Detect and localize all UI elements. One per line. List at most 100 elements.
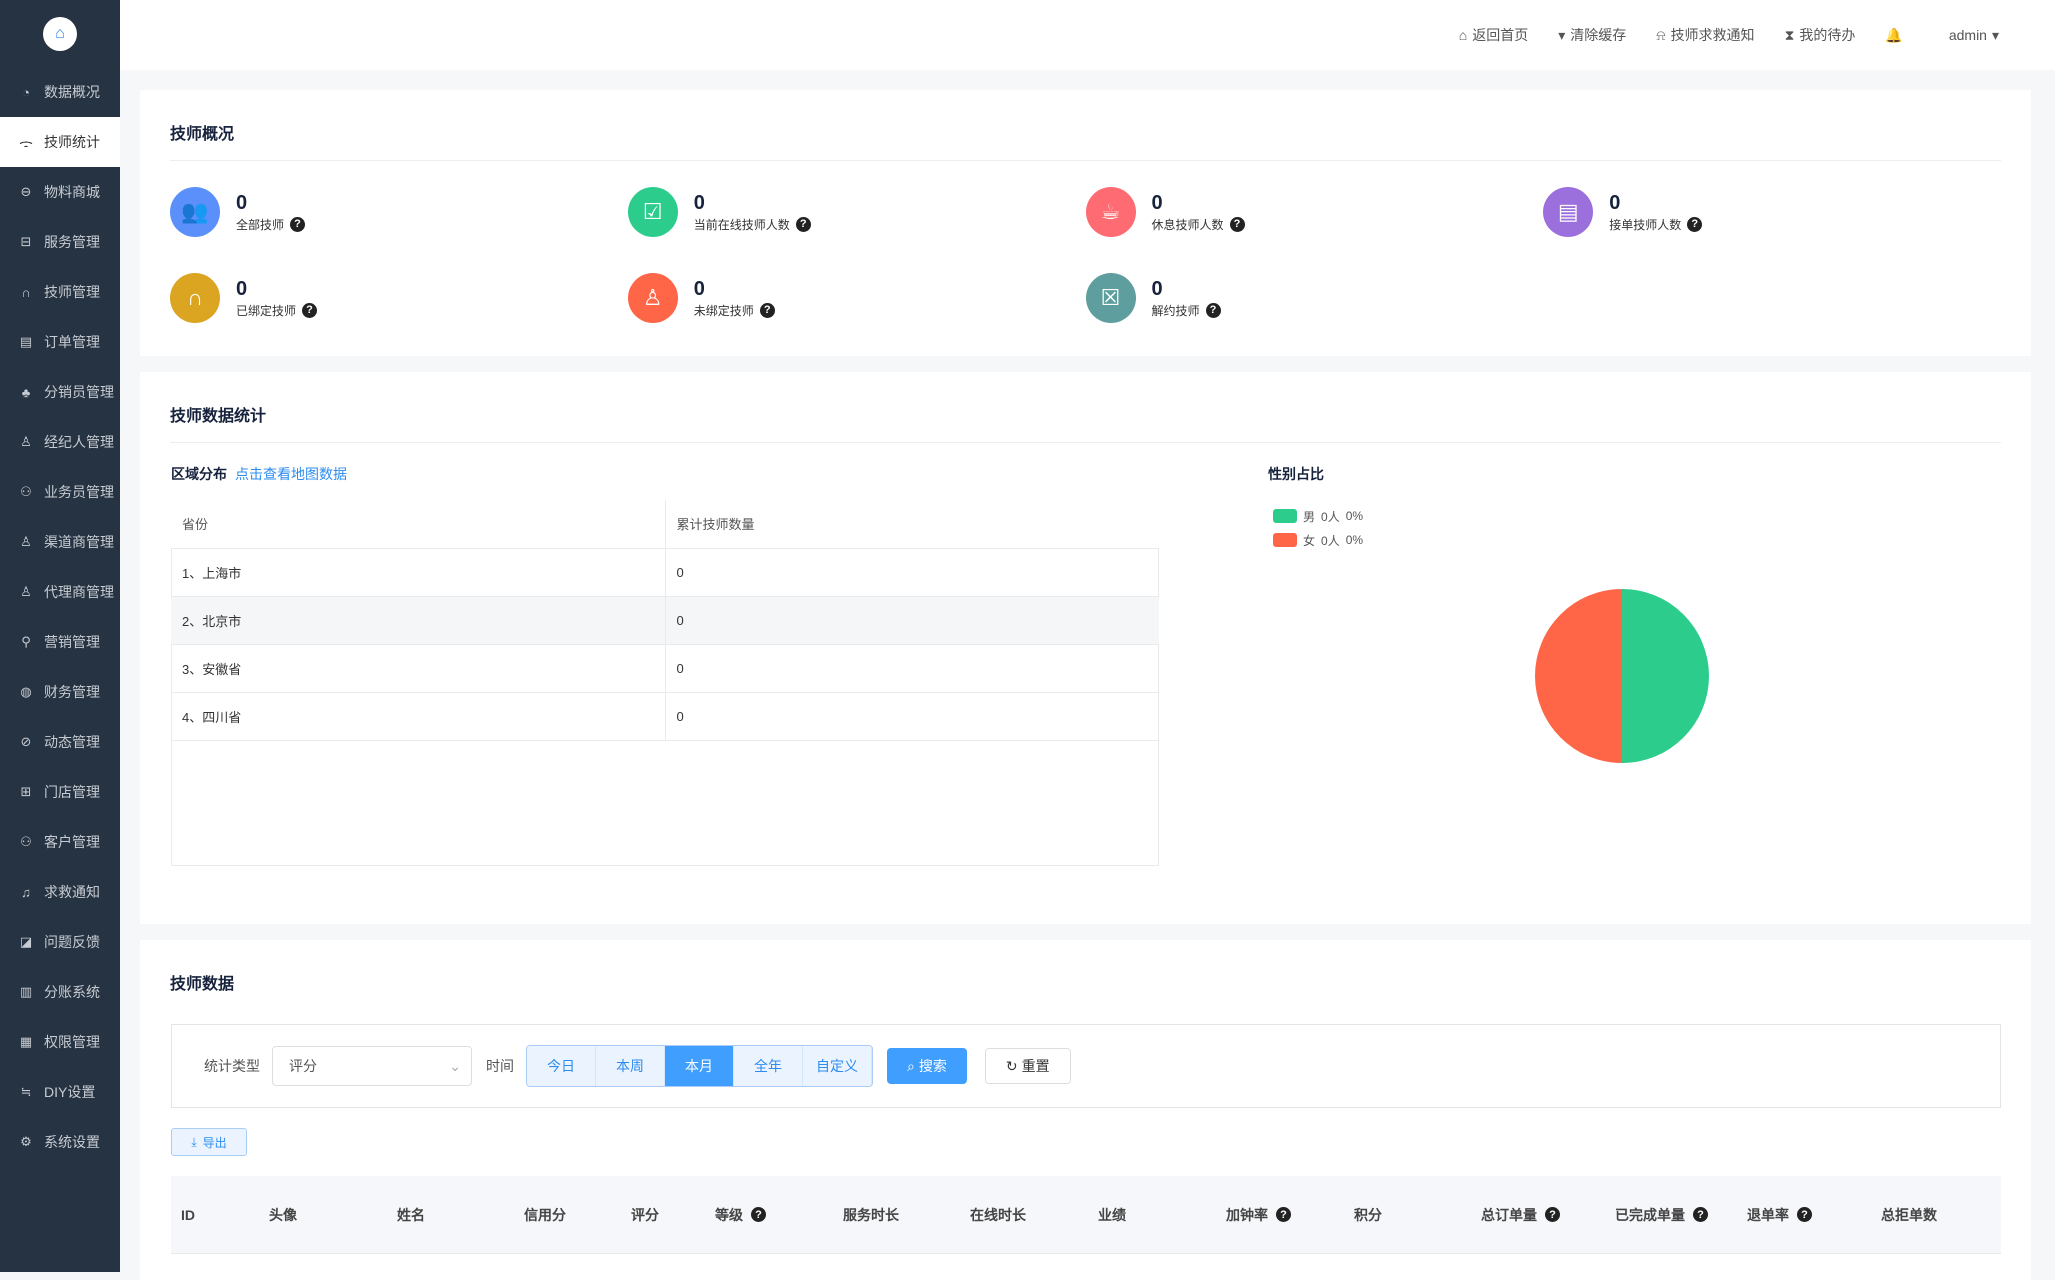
column-header[interactable]: 业绩	[1098, 1205, 1226, 1225]
column-header[interactable]: 服务时长	[843, 1205, 970, 1225]
legend-percent: 0%	[1345, 533, 1364, 547]
sidebar-item-label: 技师统计	[44, 134, 100, 150]
column-label: 在线时长	[970, 1206, 1026, 1223]
time-option[interactable]: 今日	[527, 1046, 596, 1086]
sidebar-item[interactable]: ▦ 权限管理	[0, 1017, 120, 1067]
sidebar-item[interactable]: ◍ 财务管理	[0, 667, 120, 717]
sidebar-item[interactable]: ⊞ 门店管理	[0, 767, 120, 817]
type-select[interactable]: 评分 ⌄	[272, 1046, 472, 1086]
sidebar-item[interactable]: ⚙ 系统设置	[0, 1117, 120, 1167]
column-header[interactable]: 总订单量?	[1481, 1205, 1615, 1225]
home-icon: ⌂	[55, 25, 65, 42]
header-link-label: 清除缓存	[1570, 27, 1627, 43]
column-header[interactable]: 总拒单数	[1881, 1205, 2001, 1225]
header-link[interactable]: ▾ 清除缓存	[1558, 25, 1626, 45]
table-cell: 1、上海市	[171, 548, 666, 597]
time-range-group: 今日 本周 本月 全年 自定义	[526, 1045, 873, 1087]
sidebar-item[interactable]: ♙ 渠道商管理	[0, 517, 120, 567]
help-icon[interactable]: ?	[1545, 1207, 1560, 1222]
help-icon[interactable]: ?	[1687, 216, 1703, 232]
help-icon[interactable]: ?	[1229, 216, 1245, 232]
bell-icon[interactable]: 🔔	[1885, 26, 1903, 43]
sidebar-item-label: 订单管理	[44, 334, 100, 350]
sidebar-item-label: 求救通知	[44, 884, 100, 900]
export-button[interactable]: ⤓ 导出	[171, 1128, 247, 1156]
column-header[interactable]: 姓名	[397, 1205, 524, 1225]
help-icon[interactable]: ?	[1797, 1207, 1812, 1222]
sidebar-item[interactable]: ᯙ 技师统计	[0, 117, 120, 167]
header-link[interactable]: ⌂ 返回首页	[1459, 25, 1528, 45]
stat-value: 0	[693, 277, 705, 300]
sidebar-item[interactable]: ◪ 问题反馈	[0, 917, 120, 967]
sidebar-item[interactable]: ⚇ 客户管理	[0, 817, 120, 867]
column-header[interactable]: 加钟率?	[1226, 1205, 1354, 1225]
help-icon[interactable]: ?	[1276, 1207, 1291, 1222]
column-header[interactable]: 在线时长	[970, 1205, 1098, 1225]
sidebar-item[interactable]: ≒ DIY设置	[0, 1067, 120, 1117]
help-icon[interactable]: ?	[1205, 302, 1221, 318]
user-menu[interactable]: admin ▾	[1949, 27, 1999, 44]
sidebar-item[interactable]: ♙ 经纪人管理	[0, 417, 120, 467]
header-link[interactable]: ⍾ 技师求救通知	[1656, 25, 1754, 45]
sidebar-item[interactable]: ∩ 技师管理	[0, 267, 120, 317]
sidebar-item[interactable]: ♙ 代理商管理	[0, 567, 120, 617]
sidebar-item[interactable]: ⊖ 物料商城	[0, 167, 120, 217]
sidebar-item[interactable]: ⊟ 服务管理	[0, 217, 120, 267]
time-option[interactable]: 自定义	[803, 1046, 872, 1086]
help-icon[interactable]: ?	[795, 216, 811, 232]
legend-label: 男	[1303, 509, 1316, 524]
header-link-label: 技师求救通知	[1670, 27, 1755, 43]
search-button[interactable]: ⌕ 搜索	[887, 1048, 967, 1084]
bag-icon: ⊖	[20, 184, 32, 199]
sidebar-item[interactable]: ⚇ 业务员管理	[0, 467, 120, 517]
search-label: 搜索	[918, 1058, 947, 1074]
column-header[interactable]: 等级?	[715, 1205, 843, 1225]
data-table-header: ID 头像 姓名 信用分 评分 等级? 服务时长 在线时长 业绩 加钟率? 积分 总订单量? 已完成单量…	[171, 1176, 2001, 1254]
sidebar-item[interactable]: ♣ 分销员管理	[0, 367, 120, 417]
sidebar-item[interactable]: ⊘ 动态管理	[0, 717, 120, 767]
map-link[interactable]: 点击查看地图数据	[235, 466, 347, 482]
header-link-label: 我的待办	[1799, 27, 1856, 43]
help-icon[interactable]: ?	[759, 302, 775, 318]
time-option[interactable]: 全年	[734, 1046, 803, 1086]
help-icon[interactable]: ?	[1693, 1207, 1708, 1222]
legend-item[interactable]: 女 0人 0%	[1273, 528, 1363, 552]
column-header[interactable]: 信用分	[524, 1205, 631, 1225]
column-header[interactable]: 退单率?	[1747, 1205, 1881, 1225]
sidebar-menu: ◔ 数据概况 ᯙ 技师统计 ⊖ 物料商城 ⊟ 服务管理 ∩ 技师管理 ▤ 订单管理 ♣ 分销员管理 ♙ 经纪人…	[0, 67, 120, 1167]
help-icon[interactable]: ?	[751, 1207, 766, 1222]
column-header[interactable]: 已完成单量?	[1615, 1205, 1747, 1225]
pie-slice-男[interactable]	[1622, 589, 1709, 763]
column-header[interactable]: 评分	[631, 1205, 715, 1225]
time-option[interactable]: 本月	[665, 1046, 734, 1086]
column-header[interactable]: 积分	[1354, 1205, 1481, 1225]
column-header[interactable]: ID	[181, 1207, 269, 1223]
sidebar-item[interactable]: ◔ 数据概况	[0, 67, 120, 117]
monitor-check-icon: ☑	[627, 187, 678, 237]
column-label: 信用分	[524, 1206, 566, 1223]
sidebar-item[interactable]: ⚲ 营销管理	[0, 617, 120, 667]
logo[interactable]: ⌂	[43, 17, 77, 51]
overview-card: 技师概况 👥 0 全部技师? ☑ 0 当前在线技师人数? ☕ 0 休息技师人数? ▤ 0 接单技师人数…	[140, 90, 2031, 356]
table-row: 3、安徽省 0	[171, 644, 1159, 693]
column-header[interactable]: 头像	[269, 1205, 397, 1225]
legend-item[interactable]: 男 0人 0%	[1273, 504, 1363, 528]
pie-slice-女[interactable]	[1535, 589, 1622, 763]
filter-bar: 统计类型 评分 ⌄ 时间 今日 本周 本月 全年 自定义 ⌕ 搜索 ↻ 重置	[171, 1024, 2001, 1108]
table-row: 2、北京市 0	[171, 596, 1159, 645]
stat-value: 0	[1151, 191, 1163, 214]
org-icon: ♣	[21, 384, 31, 400]
sidebar-item-label: 数据概况	[44, 84, 100, 100]
help-icon[interactable]: ?	[290, 216, 306, 232]
top-header: ⌂ 返回首页 ▾ 清除缓存 ⍾ 技师求救通知 ⧗ 我的待办 🔔 admin ▾	[120, 0, 2055, 70]
person-icon: ♙	[627, 273, 678, 323]
reset-button[interactable]: ↻ 重置	[984, 1048, 1071, 1084]
stat-value: 0	[236, 191, 248, 214]
person-icon: ♙	[20, 534, 32, 549]
sidebar-item[interactable]: ♫ 求救通知	[0, 867, 120, 917]
sidebar-item[interactable]: ▤ 订单管理	[0, 317, 120, 367]
time-option[interactable]: 本周	[596, 1046, 665, 1086]
sidebar-item[interactable]: ▥ 分账系统	[0, 967, 120, 1017]
header-link[interactable]: ⧗ 我的待办	[1785, 25, 1856, 45]
help-icon[interactable]: ?	[302, 302, 318, 318]
